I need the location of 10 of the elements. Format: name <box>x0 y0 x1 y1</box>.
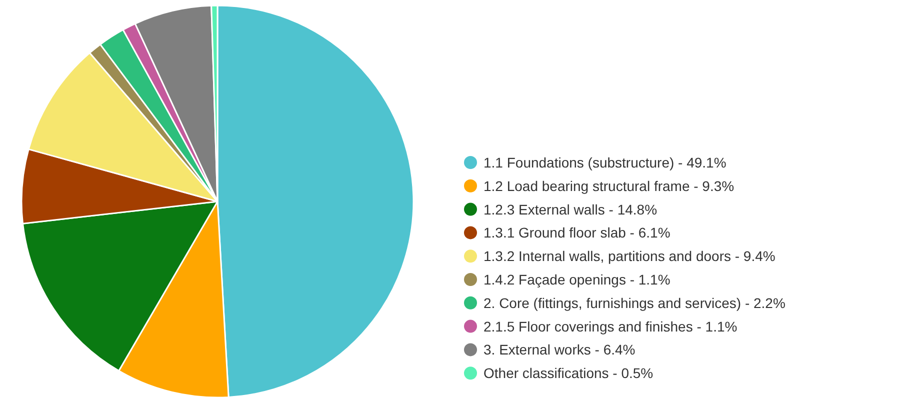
legend-label: 2.1.5 Floor coverings and finishes - 1.1% <box>484 318 738 334</box>
legend-label: 1.2 Load bearing structural frame - 9.3% <box>484 178 734 194</box>
legend-label: 1.3.2 Internal walls, partitions and doors - 9.4% <box>484 248 776 264</box>
legend-label: 3. External works - 6.4% <box>484 342 636 358</box>
legend-label: 1.4.2 Façade openings - 1.1% <box>484 272 670 288</box>
legend-label: 1.1 Foundations (substructure) - 49.1% <box>484 154 726 170</box>
legend-label: 2. Core (fittings, furnishings and services) - 2.2% <box>484 294 786 311</box>
legend-label: 1.3.1 Ground floor slab - 6.1% <box>484 224 670 241</box>
legend-label: Other classifications - 0.5% <box>484 365 654 382</box>
legend-label: 1.2.3 External walls - 14.8% <box>484 201 658 218</box>
